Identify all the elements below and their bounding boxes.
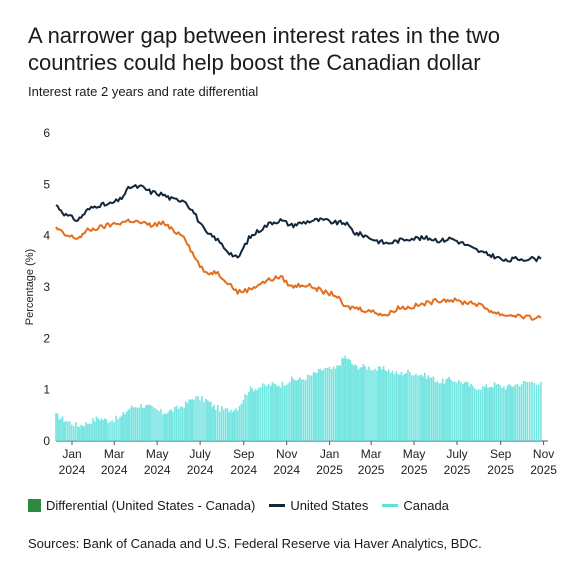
- legend-item-differential: Differential (United States - Canada): [28, 498, 255, 513]
- chart-subtitle: Interest rate 2 years and rate different…: [28, 84, 259, 99]
- legend-item-canada: Canada: [382, 498, 449, 513]
- x-tick-month: May: [146, 447, 169, 461]
- x-tick-month: July: [189, 447, 210, 461]
- y-tick-label: 2: [43, 331, 50, 345]
- x-tick-year: 2024: [187, 463, 214, 477]
- y-tick-label: 6: [43, 126, 50, 140]
- x-tick-year: 2025: [358, 463, 385, 477]
- x-tick-year: 2024: [144, 463, 171, 477]
- legend-item-united-states: United States: [269, 498, 368, 513]
- x-tick-year: 2025: [444, 463, 471, 477]
- legend-swatch-canada: [382, 504, 399, 507]
- series-line-canada: [55, 218, 542, 321]
- x-tick-month: Mar: [361, 447, 382, 461]
- series-line-united-states: [55, 184, 542, 263]
- x-tick-month: Sep: [233, 447, 255, 461]
- x-tick-month: Nov: [276, 447, 297, 461]
- chart-title: A narrower gap between interest rates in…: [28, 23, 501, 75]
- x-tick-month: Sep: [490, 447, 512, 461]
- source-note: Sources: Bank of Canada and U.S. Federal…: [28, 536, 482, 551]
- y-tick-label: 4: [43, 229, 50, 243]
- x-tick-year: 2024: [273, 463, 300, 477]
- x-tick-month: May: [403, 447, 426, 461]
- x-tick-year: 2025: [487, 463, 514, 477]
- x-tick-year: 2025: [401, 463, 428, 477]
- legend-swatch-differential: [28, 499, 41, 512]
- legend-label-united-states: United States: [290, 498, 369, 513]
- x-tick-year: 2024: [59, 463, 86, 477]
- x-tick-month: Jan: [62, 447, 81, 461]
- y-tick-label: 5: [43, 177, 50, 191]
- legend-label-differential: Differential (United States - Canada): [46, 498, 256, 513]
- x-tick-year: 2025: [530, 463, 557, 477]
- x-tick-month: Nov: [533, 447, 554, 461]
- y-tick-label: 3: [43, 280, 50, 294]
- y-tick-label: 0: [43, 434, 50, 448]
- x-tick-year: 2024: [101, 463, 128, 477]
- legend-swatch-united-states: [269, 504, 286, 507]
- x-tick-year: 2024: [230, 463, 257, 477]
- x-tick-month: Jan: [320, 447, 339, 461]
- x-tick-month: July: [446, 447, 467, 461]
- x-tick-year: 2025: [316, 463, 343, 477]
- x-tick-month: Mar: [104, 447, 125, 461]
- y-tick-label: 1: [43, 383, 50, 397]
- y-axis-label: Percentage (%): [24, 249, 36, 325]
- legend: Differential (United States - Canada) Un…: [28, 498, 463, 513]
- legend-label-canada: Canada: [403, 498, 449, 513]
